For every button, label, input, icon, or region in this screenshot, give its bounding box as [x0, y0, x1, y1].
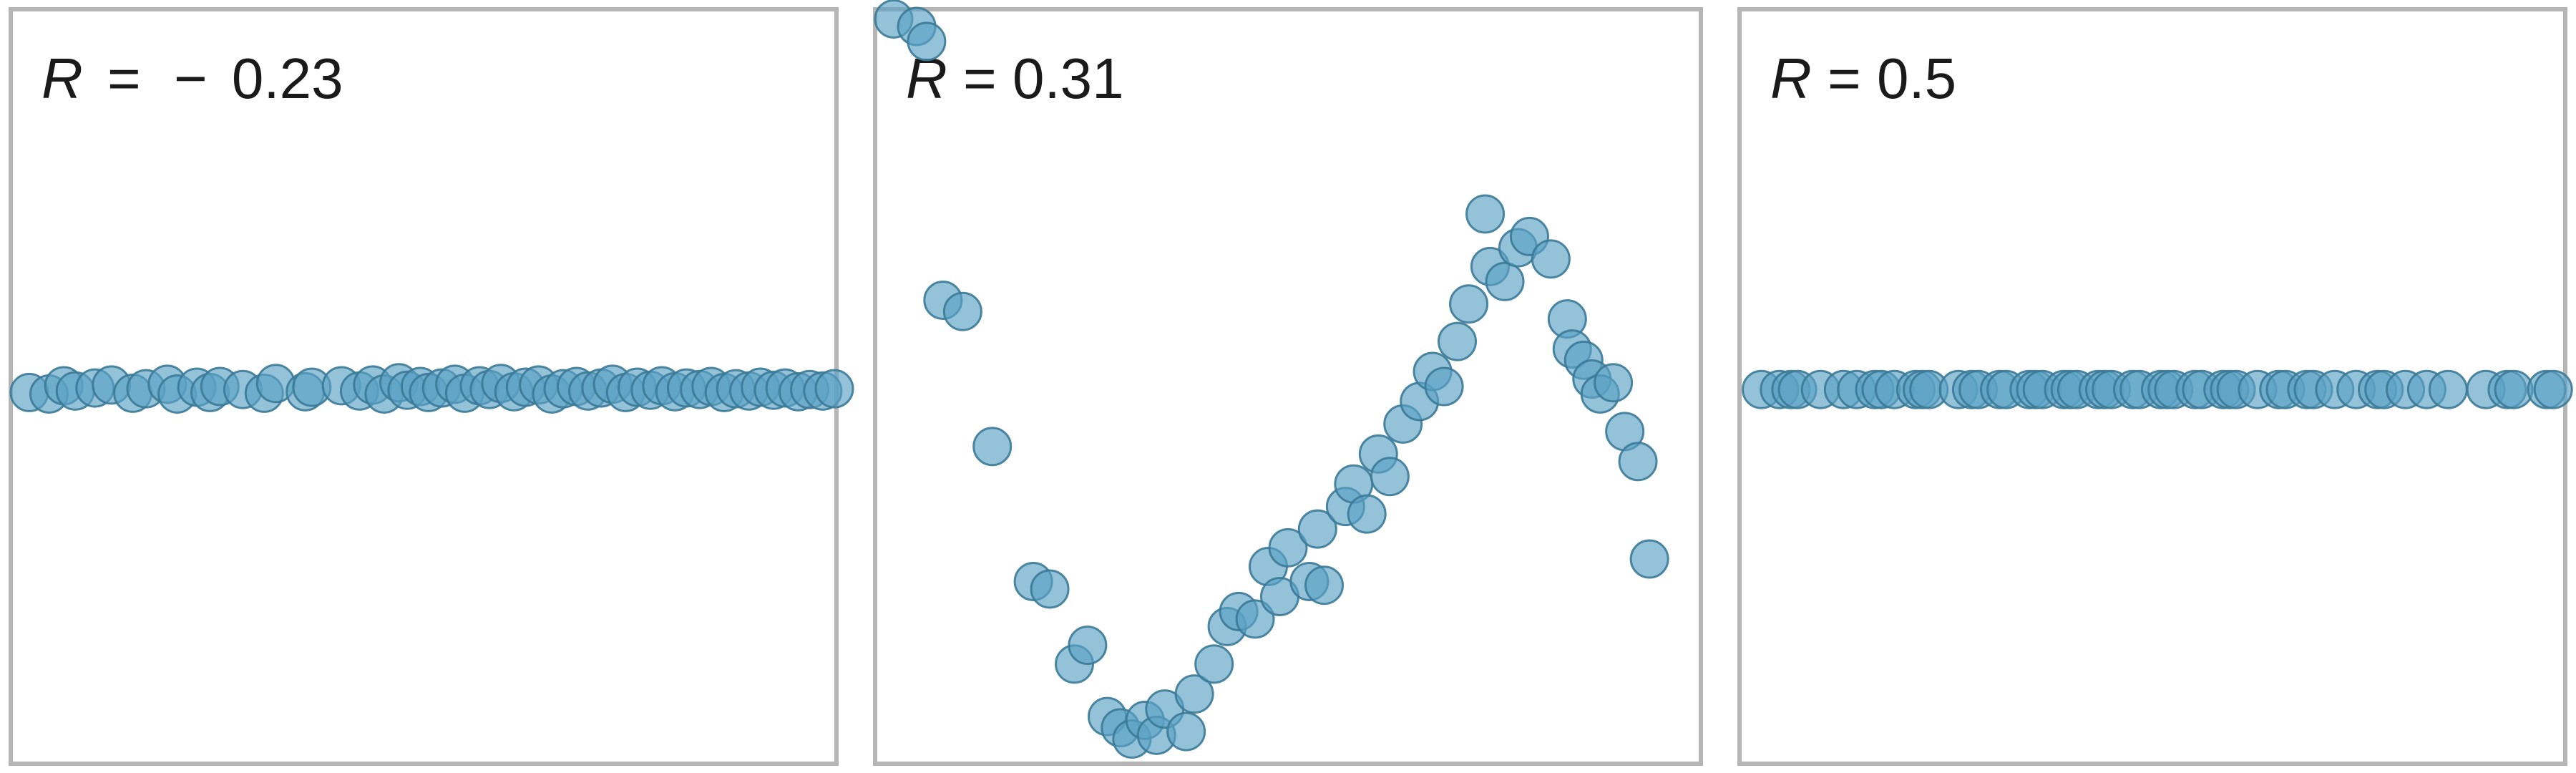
scatter-point: [1438, 323, 1475, 360]
scatter-point: [1595, 364, 1632, 402]
scatter-point: [816, 370, 853, 407]
scatter-point: [1425, 368, 1463, 405]
scatter-point: [974, 428, 1011, 465]
scatter-panel-2: R = 0.31: [873, 7, 1703, 766]
scatter-point: [1031, 570, 1068, 608]
scatter-point: [1450, 286, 1488, 323]
scatter-point: [1306, 567, 1343, 604]
scatter-point: [2534, 371, 2572, 408]
scatter-point: [2429, 371, 2467, 408]
scatter-point: [1168, 713, 1205, 750]
scatter-point: [1196, 646, 1233, 683]
scatter-point: [2495, 371, 2532, 408]
scatter-point: [1619, 443, 1657, 480]
scatter-panel-3: R = 0.5: [1737, 7, 2567, 766]
scatter-point: [1486, 263, 1523, 300]
scatter-point: [944, 293, 981, 330]
scatter-plot-3: [1742, 11, 2563, 762]
scatter-panel-1: R = − 0.23: [9, 7, 839, 766]
scatter-point: [1069, 627, 1106, 664]
scatter-plot-2: [877, 11, 1699, 762]
scatter-point: [908, 23, 945, 60]
scatter-point: [1467, 195, 1504, 233]
scatter-point: [1532, 240, 1569, 278]
scatter-point: [1371, 458, 1408, 495]
scatter-point: [1348, 495, 1385, 533]
scatter-point: [1631, 540, 1668, 578]
scatter-plot-1: [13, 11, 834, 762]
